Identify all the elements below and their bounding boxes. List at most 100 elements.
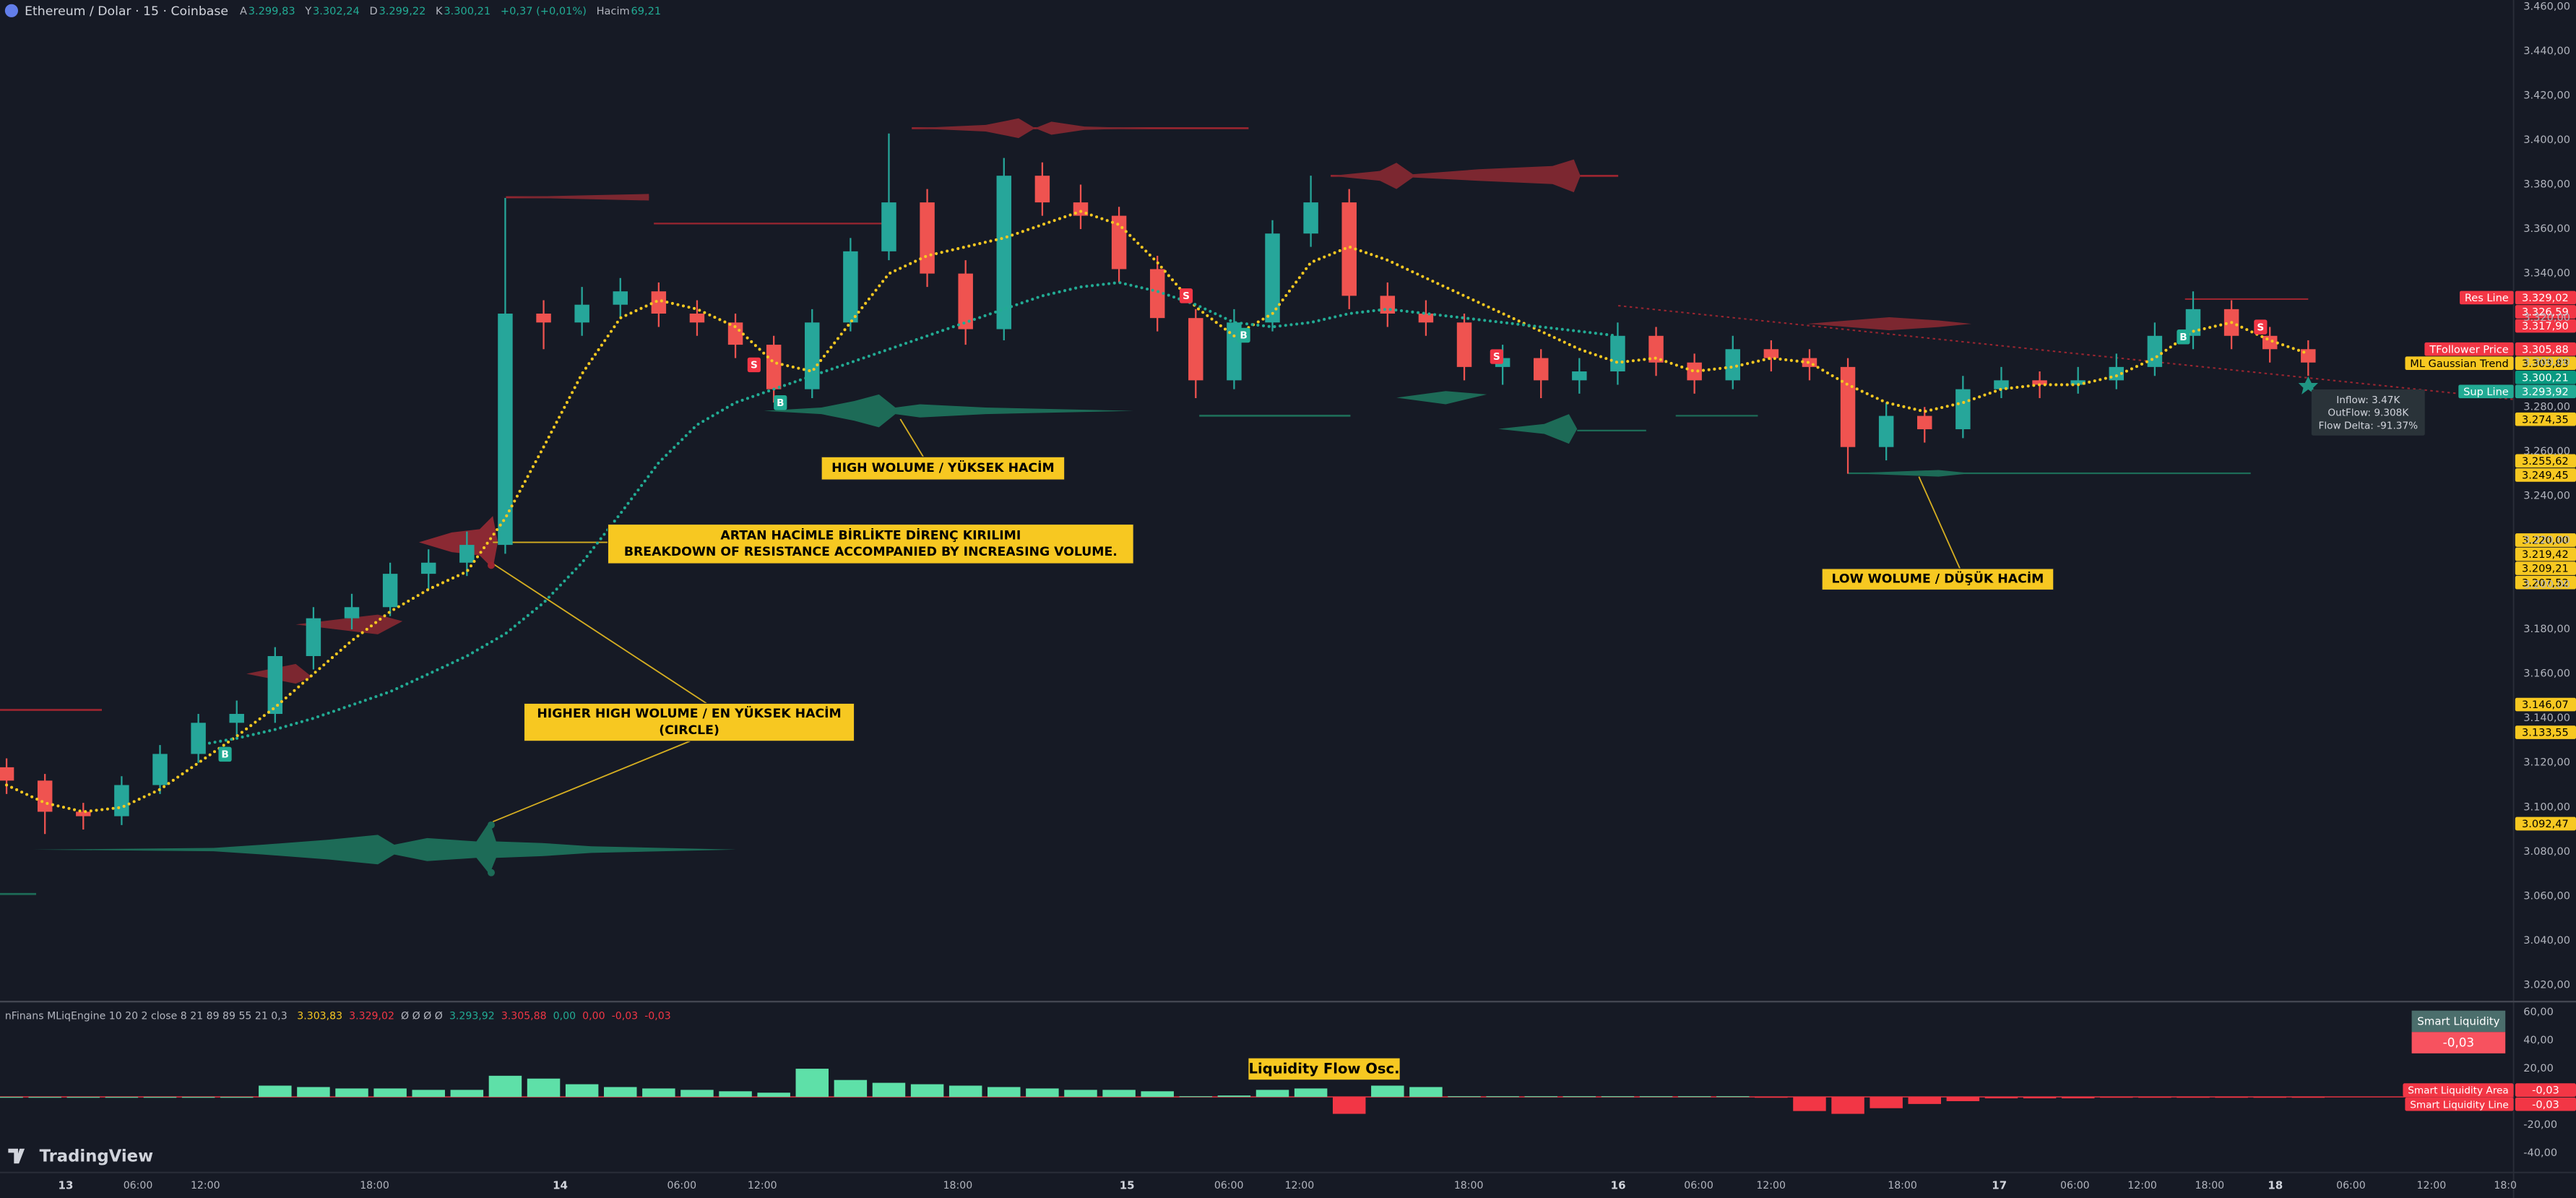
candle-body	[1917, 415, 1932, 430]
line-label-value: -0,03	[2532, 1098, 2559, 1111]
indicator-value: 0,00	[553, 1011, 576, 1022]
x-tick-label: 13	[59, 1178, 74, 1191]
badge-value-box	[2411, 1032, 2506, 1053]
x-tick-label: 15	[1120, 1178, 1135, 1191]
y-tick-label: 3.080,00	[2523, 845, 2570, 858]
candle-body	[1265, 233, 1280, 323]
bar	[642, 1088, 675, 1098]
x-tick-label: 06:00	[1214, 1180, 1244, 1191]
quote-key: Y	[304, 5, 311, 17]
y-tick-label: 60,00	[2523, 1006, 2554, 1018]
bar	[1064, 1090, 1097, 1098]
volume-profile	[764, 394, 1134, 428]
indicator-value: -0,03	[644, 1011, 670, 1022]
candle-body	[1572, 371, 1587, 381]
price-label-box	[2515, 561, 2576, 575]
bar	[795, 1069, 829, 1098]
y-tick-label: 3.140,00	[2523, 712, 2570, 724]
price-label: 3.133,55	[2522, 727, 2569, 739]
badge-box	[2411, 1010, 2506, 1033]
bar	[143, 1097, 177, 1098]
signal-box	[1237, 327, 1250, 343]
bar	[1908, 1097, 1942, 1104]
bar	[834, 1080, 868, 1098]
bar	[680, 1090, 714, 1098]
x-tick-label: 18:0	[2494, 1180, 2517, 1191]
signal-label: B	[2179, 332, 2187, 343]
candle-body	[0, 767, 14, 781]
x-tick-label: 12:00	[191, 1180, 220, 1191]
price-label-box	[2515, 412, 2576, 426]
indicator-value: 3.303,83	[297, 1011, 342, 1022]
candle-body	[2262, 335, 2278, 350]
volume-profile	[1331, 159, 1581, 193]
connector	[492, 563, 707, 704]
y-tick-label: -40,00	[2523, 1147, 2557, 1159]
y-tick-label: 3.460,00	[2523, 0, 2570, 12]
x-tick-label: 12:00	[1756, 1180, 1786, 1191]
bar	[987, 1087, 1021, 1098]
bar	[1946, 1097, 1980, 1101]
candle-body	[843, 251, 858, 323]
candle-body	[881, 202, 896, 251]
candle-body	[459, 545, 475, 563]
bar	[1255, 1090, 1289, 1098]
x-tick-label: 12:00	[748, 1180, 777, 1191]
bar	[948, 1085, 982, 1098]
bar	[488, 1075, 522, 1098]
candle-body	[344, 607, 360, 619]
bar	[1102, 1090, 1136, 1098]
candle-body	[1456, 322, 1472, 367]
volume-key: Hacim	[597, 5, 630, 17]
price-label-box	[2515, 816, 2576, 831]
candle-body	[766, 345, 782, 389]
annotation-box	[607, 523, 1134, 564]
candle-body	[1840, 366, 1856, 447]
volume-profile	[1396, 391, 1972, 477]
annotation-text: Liquidity Flow Osc.	[1249, 1061, 1400, 1077]
x-tick-label: 18:00	[1888, 1180, 1917, 1191]
signal-label: S	[751, 360, 758, 371]
flow-text: OutFlow: 9.308K	[2328, 408, 2409, 419]
signal-box	[2254, 319, 2268, 335]
line-label-value: -0,03	[2532, 1085, 2559, 1097]
y-tick-label: 3.060,00	[2523, 889, 2570, 902]
candle-body	[1763, 349, 1779, 358]
brand: TradingView	[8, 1147, 153, 1166]
price-label: 3.249,45	[2522, 470, 2569, 482]
price-label-box	[2515, 370, 2576, 384]
indicator-value: 3.293,92	[449, 1011, 495, 1022]
price-label-name: Sup Line	[2463, 386, 2509, 398]
flow-box	[2311, 389, 2425, 436]
price-label: 3.092,47	[2522, 818, 2569, 830]
x-tick-label: 18:00	[360, 1180, 389, 1191]
price-label-box	[2515, 547, 2576, 561]
volume-profile	[912, 118, 1150, 139]
bar	[527, 1078, 561, 1098]
marker	[487, 821, 495, 829]
bar	[2061, 1097, 2095, 1099]
indicator-legend: nFinans MLiqEngine 10 20 2 close 8 21 89…	[5, 1011, 671, 1022]
candle-body	[958, 273, 973, 329]
annotation-box	[1821, 568, 2054, 591]
bar	[1179, 1096, 1213, 1098]
y-tick-label: 3.240,00	[2523, 489, 2570, 501]
candle-body	[1648, 335, 1664, 363]
price-label-box	[2515, 454, 2576, 468]
quote-value: 3.300,21	[444, 5, 490, 17]
price-label-box	[2515, 384, 2576, 399]
bar	[181, 1097, 215, 1098]
signal-box	[1179, 288, 1193, 303]
candle-body	[114, 785, 129, 816]
signal-box	[2177, 329, 2190, 345]
signal-box	[218, 746, 232, 762]
bar	[297, 1087, 330, 1098]
badge-value: -0,03	[2443, 1035, 2475, 1050]
candle-body	[37, 780, 53, 812]
bar	[910, 1084, 944, 1098]
price-label: 3.317,90	[2522, 320, 2569, 332]
indicator-value: 3.329,02	[349, 1011, 394, 1022]
price-label: 3.220,00	[2522, 535, 2569, 547]
bar	[450, 1090, 484, 1098]
